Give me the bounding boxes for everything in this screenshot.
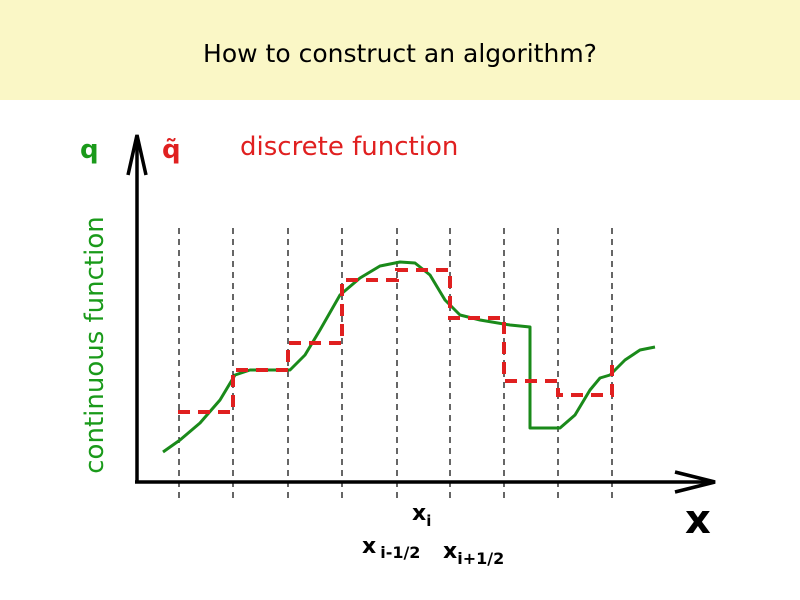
sub: i xyxy=(426,512,431,530)
q-tilde-label: q̃ xyxy=(162,135,181,165)
q-label: q xyxy=(80,135,99,165)
discrete-label: discrete function xyxy=(240,132,458,162)
base: x xyxy=(412,501,426,526)
x-right-label: xi+1/2 xyxy=(443,539,504,568)
x-axis-label: x xyxy=(685,497,711,543)
sub: i+1/2 xyxy=(457,549,504,568)
sub: i-1/2 xyxy=(380,543,420,562)
axes xyxy=(126,134,716,494)
x-left-label: x i-1/2 xyxy=(362,534,420,562)
x-i-label: xi xyxy=(412,501,431,530)
base: x xyxy=(362,534,376,559)
x-arrow xyxy=(674,470,716,494)
title: How to construct an algorithm? xyxy=(203,39,597,68)
continuous-label: continuous function xyxy=(80,216,110,473)
discrete-steps xyxy=(178,268,614,414)
y-arrow xyxy=(126,134,148,176)
cell-boundaries xyxy=(178,228,613,500)
header-band xyxy=(0,0,800,100)
base: x xyxy=(443,539,457,564)
